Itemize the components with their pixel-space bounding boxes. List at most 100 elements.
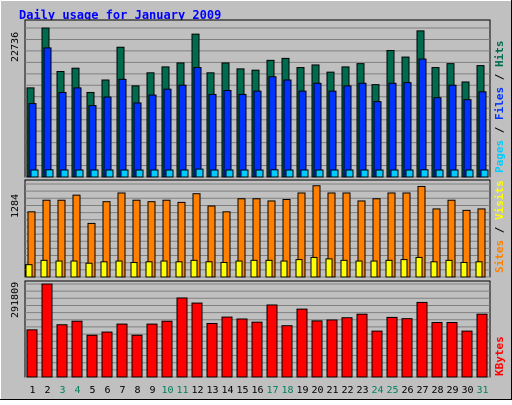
kbytes-bar (56, 324, 68, 378)
pages-bar (465, 169, 474, 178)
sites-bar (175, 261, 183, 278)
sites-bar (310, 256, 318, 278)
sites-bar (460, 262, 468, 278)
sites-bar (280, 260, 288, 278)
kbytes-bar (476, 313, 488, 378)
sites-bar (100, 261, 108, 278)
files-bar (73, 87, 82, 178)
x-tick-label: 27 (416, 385, 428, 396)
sites-bar (430, 261, 438, 278)
files-bar (313, 82, 322, 178)
kbytes-bar (71, 320, 83, 378)
files-bar (448, 84, 457, 178)
files-bar (253, 90, 262, 178)
pages-bar (285, 169, 294, 178)
pages-bar (405, 169, 414, 178)
sites-bar (40, 259, 48, 278)
kbytes-bar (266, 304, 278, 378)
pages-bar (450, 169, 459, 178)
kbytes-bar (206, 322, 218, 378)
files-bar (208, 93, 217, 178)
kbytes-bar (296, 308, 308, 378)
sites-visits-legend: Sites / Visits (493, 180, 506, 273)
legend-part: Files (493, 87, 506, 120)
pages-bar (165, 169, 174, 178)
x-tick-label: 17 (266, 385, 278, 396)
files-bar (163, 88, 172, 178)
sites-bar (355, 260, 363, 278)
kbytes-bar (251, 321, 263, 378)
pages-bar (180, 169, 189, 178)
x-tick-label: 18 (281, 385, 293, 396)
kbytes-bar (26, 329, 38, 378)
files-bar (58, 91, 67, 178)
pages-bar (45, 169, 54, 178)
pages-bar (300, 169, 309, 178)
sites-bar (265, 259, 273, 278)
x-tick-label: 31 (476, 385, 488, 396)
files-bar (463, 99, 472, 178)
kbytes-bar (161, 320, 173, 378)
sites-bar (295, 259, 303, 278)
pages-bar (315, 169, 324, 178)
pages-bar (270, 169, 279, 178)
kbytes-bar (146, 323, 158, 378)
kbytes-bar (281, 325, 293, 378)
kbytes-bar (326, 319, 338, 378)
files-bar (358, 82, 367, 178)
kbytes-bar (221, 316, 233, 378)
sites-bar (400, 259, 408, 278)
sites-bar (55, 260, 63, 278)
kbytes-bar (401, 318, 413, 378)
files-bar (343, 85, 352, 178)
x-tick-label: 21 (326, 385, 338, 396)
legend-part: / (493, 220, 506, 240)
x-tick-label: 23 (356, 385, 368, 396)
files-bar (133, 102, 142, 178)
x-tick-label: 19 (296, 385, 308, 396)
sites-bar (415, 256, 423, 278)
sites-bar (190, 259, 198, 278)
x-tick-label: 11 (176, 385, 188, 396)
kbytes-bar (386, 316, 398, 378)
chart-panels: 22736 1284 291809 (10, 19, 491, 378)
x-tick-label: 9 (149, 385, 155, 396)
pages-bar (30, 169, 39, 178)
sites-bar (160, 260, 168, 278)
x-tick-label: 26 (401, 385, 413, 396)
sites-bar (250, 259, 258, 278)
pages-bar (105, 169, 114, 178)
x-tick-label: 14 (221, 385, 233, 396)
legend-part: / (493, 120, 506, 140)
x-tick-label: 22 (341, 385, 353, 396)
files-bar (148, 94, 157, 178)
files-bar (328, 90, 337, 178)
legend-part: / (493, 67, 506, 87)
pages-bar (75, 169, 84, 178)
kbytes-bar (371, 330, 383, 378)
kbytes-legend: KBytes (493, 336, 506, 376)
x-tick-label: 24 (371, 385, 383, 396)
kbytes-bar (101, 331, 113, 378)
x-tick-label: 12 (191, 385, 203, 396)
pages-bar (120, 169, 129, 178)
pages-bar (360, 169, 369, 178)
kbytes-bar (311, 320, 323, 378)
kbytes-bar (431, 322, 443, 378)
x-tick-label: 3 (59, 385, 65, 396)
sites-bar (25, 264, 33, 278)
x-tick-label: 4 (74, 385, 80, 396)
files-bar (223, 89, 232, 178)
pages-bar (435, 169, 444, 178)
pages-bar (225, 169, 234, 178)
sites-bar (130, 262, 138, 278)
legend-part: KBytes (493, 336, 506, 376)
pages-bar (255, 169, 264, 178)
kbytes-bar (356, 313, 368, 378)
kbytes-max-label: 291809 (10, 282, 21, 318)
kbytes-bar (416, 301, 428, 378)
x-tick-label: 8 (134, 385, 140, 396)
x-tick-label: 1 (29, 385, 35, 396)
chart-title: Daily usage for January 2009 (19, 8, 221, 22)
files-bar (178, 84, 187, 178)
